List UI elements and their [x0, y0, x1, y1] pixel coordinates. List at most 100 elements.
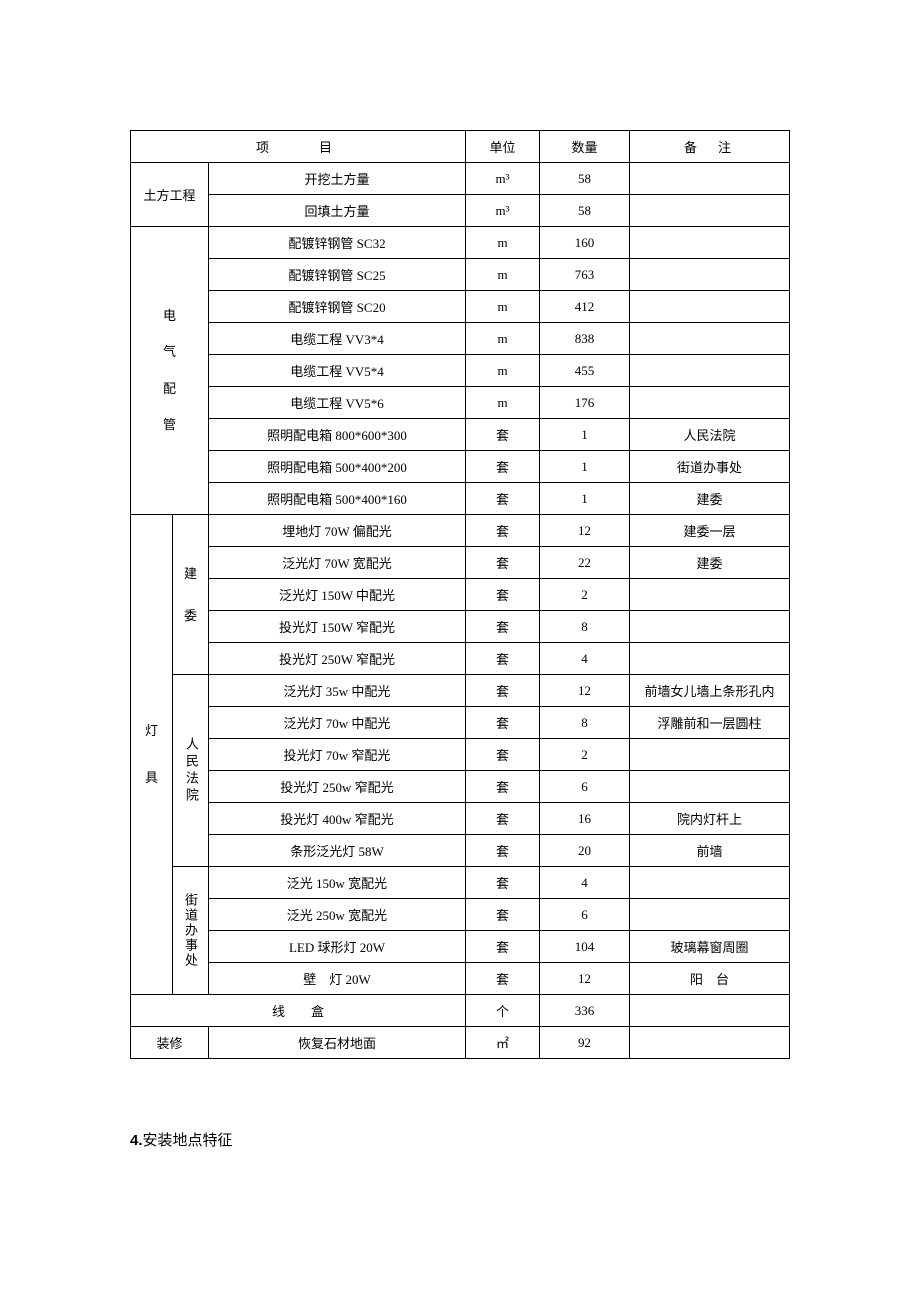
item-cell: 泛光灯 70W 宽配光 [209, 547, 466, 579]
group-electrical: 电 气 配 管 [131, 227, 209, 515]
group-lamps-2: 具 [145, 770, 158, 785]
item-cell: 配镀锌钢管 SC25 [209, 259, 466, 291]
col-item-header: 项 目 [131, 131, 466, 163]
unit-cell: 套 [466, 771, 540, 803]
unit-cell: 套 [466, 835, 540, 867]
note-cell: 建委一层 [630, 515, 790, 547]
table-row: 照明配电箱 800*600*300 套 1 人民法院 [131, 419, 790, 451]
item-cell: 泛光 250w 宽配光 [209, 899, 466, 931]
table-row: 泛光灯 150W 中配光 套 2 [131, 579, 790, 611]
unit-cell: 套 [466, 483, 540, 515]
note-cell [630, 611, 790, 643]
qty-cell: 104 [540, 931, 630, 963]
unit-cell: m [466, 387, 540, 419]
unit-cell: m [466, 355, 540, 387]
group-jianwei: 建 委 [173, 515, 209, 675]
table-row: 电缆工程 VV3*4 m 838 [131, 323, 790, 355]
note-cell [630, 163, 790, 195]
table-row: 回填土方量 m³ 58 [131, 195, 790, 227]
qty-cell: 12 [540, 963, 630, 995]
qty-cell: 12 [540, 675, 630, 707]
item-cell: 配镀锌钢管 SC32 [209, 227, 466, 259]
item-cell: 壁 灯 20W [209, 963, 466, 995]
header-row: 项 目 单位 数量 备 注 [131, 131, 790, 163]
table-row: 街道办事处 泛光 150w 宽配光 套 4 [131, 867, 790, 899]
item-cell: 泛光灯 150W 中配光 [209, 579, 466, 611]
unit-cell: ㎡ [466, 1027, 540, 1059]
item-cell: 电缆工程 VV5*6 [209, 387, 466, 419]
table-row: 电 气 配 管 配镀锌钢管 SC32 m 160 [131, 227, 790, 259]
note-cell: 前墙女儿墙上条形孔内 [630, 675, 790, 707]
item-cell: 泛光灯 70w 中配光 [209, 707, 466, 739]
group-electrical-2: 气 [163, 344, 176, 359]
table-row: 照明配电箱 500*400*200 套 1 街道办事处 [131, 451, 790, 483]
qty-cell: 58 [540, 195, 630, 227]
item-cell: 条形泛光灯 58W [209, 835, 466, 867]
table-row: 投光灯 70w 窄配光 套 2 [131, 739, 790, 771]
table-row: 灯 具 建 委 埋地灯 70W 偏配光 套 12 建委一层 [131, 515, 790, 547]
qty-cell: 4 [540, 643, 630, 675]
qty-cell: 6 [540, 771, 630, 803]
unit-cell: 套 [466, 931, 540, 963]
item-cell: 照明配电箱 800*600*300 [209, 419, 466, 451]
quantity-table: 项 目 单位 数量 备 注 土方工程 开挖土方量 m³ 58 回填土方量 m³ … [130, 130, 790, 1059]
section-4-title: 安装地点特征 [143, 1133, 233, 1149]
qty-cell: 763 [540, 259, 630, 291]
item-cell: 电缆工程 VV3*4 [209, 323, 466, 355]
qty-cell: 838 [540, 323, 630, 355]
group-court: 人民法院 [173, 675, 209, 867]
unit-cell: 套 [466, 451, 540, 483]
qty-cell: 1 [540, 451, 630, 483]
unit-cell: m [466, 323, 540, 355]
unit-cell: 套 [466, 515, 540, 547]
table-row: 配镀锌钢管 SC25 m 763 [131, 259, 790, 291]
note-cell [630, 291, 790, 323]
table-row: 条形泛光灯 58W 套 20 前墙 [131, 835, 790, 867]
note-cell: 人民法院 [630, 419, 790, 451]
unit-cell: 套 [466, 739, 540, 771]
qty-cell: 92 [540, 1027, 630, 1059]
item-cell: 投光灯 400w 窄配光 [209, 803, 466, 835]
section-4-number: 4. [130, 1132, 143, 1149]
table-row: 电缆工程 VV5*4 m 455 [131, 355, 790, 387]
table-row: 投光灯 250W 窄配光 套 4 [131, 643, 790, 675]
table-row: 投光灯 250w 窄配光 套 6 [131, 771, 790, 803]
unit-cell: 套 [466, 803, 540, 835]
table-row: 照明配电箱 500*400*160 套 1 建委 [131, 483, 790, 515]
qty-cell: 412 [540, 291, 630, 323]
group-lamps-1: 灯 [145, 723, 158, 738]
unit-cell: 个 [466, 995, 540, 1027]
table-row: LED 球形灯 20W 套 104 玻璃幕窗周圈 [131, 931, 790, 963]
qty-cell: 1 [540, 483, 630, 515]
qty-cell: 176 [540, 387, 630, 419]
table-row: 装修 恢复石材地面 ㎡ 92 [131, 1027, 790, 1059]
group-electrical-3: 配 [163, 381, 176, 396]
table-row: 壁 灯 20W 套 12 阳 台 [131, 963, 790, 995]
item-cell: 投光灯 250W 窄配光 [209, 643, 466, 675]
unit-cell: 套 [466, 547, 540, 579]
item-cell: 恢复石材地面 [209, 1027, 466, 1059]
group-street: 街道办事处 [173, 867, 209, 995]
note-cell [630, 259, 790, 291]
note-cell: 建委 [630, 483, 790, 515]
group-electrical-1: 电 [163, 308, 176, 323]
group-jianwei-2: 委 [184, 608, 197, 623]
qty-cell: 12 [540, 515, 630, 547]
qty-cell: 6 [540, 899, 630, 931]
note-cell [630, 195, 790, 227]
item-cell: 投光灯 70w 窄配光 [209, 739, 466, 771]
note-cell: 院内灯杆上 [630, 803, 790, 835]
col-qty-header: 数量 [540, 131, 630, 163]
note-cell [630, 355, 790, 387]
unit-cell: 套 [466, 419, 540, 451]
unit-cell: m³ [466, 195, 540, 227]
table-row: 土方工程 开挖土方量 m³ 58 [131, 163, 790, 195]
qty-cell: 58 [540, 163, 630, 195]
unit-cell: 套 [466, 963, 540, 995]
unit-cell: m [466, 259, 540, 291]
unit-cell: 套 [466, 611, 540, 643]
table-row: 配镀锌钢管 SC20 m 412 [131, 291, 790, 323]
table-row: 线 盒 个 336 [131, 995, 790, 1027]
note-cell: 阳 台 [630, 963, 790, 995]
item-cell: LED 球形灯 20W [209, 931, 466, 963]
